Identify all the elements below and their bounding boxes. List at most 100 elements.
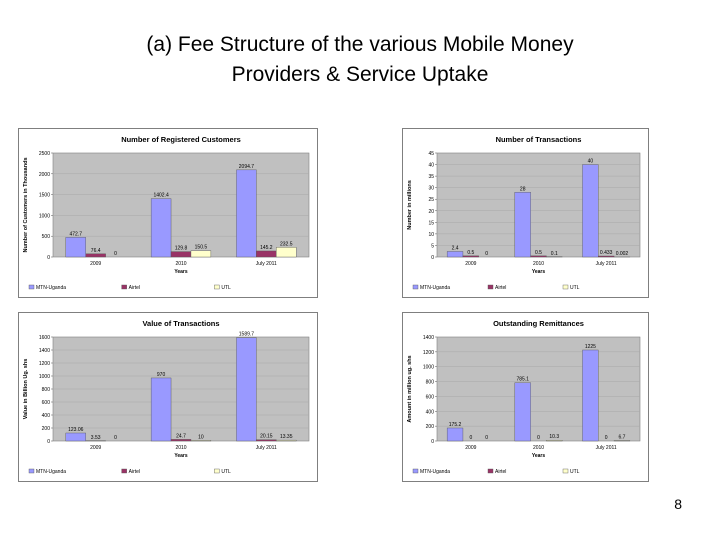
x-axis-label: Years xyxy=(532,453,546,459)
bar-airtel xyxy=(170,439,192,442)
slide-title: (a) Fee Structure of the various Mobile … xyxy=(0,30,720,90)
y-tick-label: 1600 xyxy=(39,335,50,341)
data-label: 145.2 xyxy=(260,245,273,251)
y-tick-label: 40 xyxy=(428,163,434,169)
y-tick-label: 1000 xyxy=(39,213,50,219)
y-tick-label: 0 xyxy=(47,255,50,261)
plot-area xyxy=(52,152,310,258)
data-label: 0.5 xyxy=(467,250,474,256)
bar-mtn-uganda xyxy=(446,427,464,442)
y-tick-label: 45 xyxy=(428,151,434,157)
legend-swatch xyxy=(28,284,35,290)
legend-entry: UTL xyxy=(570,469,580,475)
slide-title-line-2: Providers & Service Uptake xyxy=(231,63,489,86)
bar-airtel xyxy=(530,255,547,258)
data-label: 24.7 xyxy=(176,433,186,439)
data-label: 13.35 xyxy=(280,434,293,440)
x-axis-label: Years xyxy=(174,269,188,275)
data-label: 175.2 xyxy=(449,422,462,428)
y-tick-label: 25 xyxy=(428,197,434,203)
chart-panel-outstanding-remittances: Outstanding Remittances 0 200 400 600 800 1000… xyxy=(402,312,649,482)
y-tick-label: 1400 xyxy=(39,348,50,354)
data-label: 150.5 xyxy=(195,245,208,251)
y-tick-label: 400 xyxy=(42,413,51,419)
legend-entry: Airtel xyxy=(129,285,140,291)
plot-area xyxy=(436,336,641,442)
y-tick-label: 1500 xyxy=(39,193,50,199)
x-tick-label: 2010 xyxy=(175,261,186,267)
slide-title-line-1: (a) Fee Structure of the various Mobile … xyxy=(146,33,574,56)
x-tick-label: 2009 xyxy=(90,261,101,267)
x-axis-label: Years xyxy=(532,269,546,275)
legend-swatch xyxy=(214,284,220,290)
y-tick-label: 30 xyxy=(428,186,434,192)
data-label: 472.7 xyxy=(69,231,82,237)
chart-value-of-transactions: Value of Transactions 0 200 400 600 800 1000 12… xyxy=(23,319,310,475)
chart-title: Outstanding Remittances xyxy=(493,319,584,328)
data-label: 0 xyxy=(114,251,117,257)
chart-registered-customers: Number of Registered Customers 0 500 1000 15… xyxy=(23,135,310,291)
legend-entry: UTL xyxy=(221,285,231,291)
y-tick-label: 20 xyxy=(428,209,434,215)
data-label: 0 xyxy=(469,435,472,441)
y-tick-label: 1000 xyxy=(423,365,434,371)
legend-entry: UTL xyxy=(221,469,231,475)
data-label: 123.06 xyxy=(68,427,84,433)
data-label: 0.5 xyxy=(535,250,542,256)
x-tick-label: July 2011 xyxy=(596,445,617,451)
bar-airtel xyxy=(170,251,192,258)
chart-title: Value of Transactions xyxy=(142,319,219,328)
y-tick-label: 1200 xyxy=(423,350,434,356)
legend-entry: Airtel xyxy=(495,469,506,475)
bar-airtel xyxy=(256,250,277,258)
x-tick-label: July 2011 xyxy=(256,445,277,451)
bar-utl xyxy=(190,250,212,258)
legend-swatch xyxy=(487,284,494,290)
bar-mtn-uganda xyxy=(514,382,531,442)
bar-airtel xyxy=(462,255,479,258)
chart-panel-number-of-transactions: Number of Transactions 0 5 10 15 20 25 30 35 40 45… xyxy=(402,128,649,298)
legend-entry: Airtel xyxy=(129,469,140,475)
data-label: 28 xyxy=(520,186,526,192)
legend-swatch xyxy=(121,468,127,474)
bar-mtn-uganda xyxy=(446,251,464,258)
y-tick-label: 10 xyxy=(428,232,434,238)
data-label: 0.1 xyxy=(551,251,558,257)
data-label: 0 xyxy=(114,435,117,441)
legend-swatch xyxy=(214,468,220,474)
legend-entry: MTN-Uganda xyxy=(36,469,66,475)
data-label: 232.5 xyxy=(280,241,293,247)
data-label: 0 xyxy=(485,251,488,257)
y-tick-label: 1400 xyxy=(423,335,434,341)
data-label: 785.1 xyxy=(516,377,529,383)
bar-mtn-uganda xyxy=(65,237,86,258)
x-axis-label: Years xyxy=(174,453,188,459)
data-label: 2.4 xyxy=(452,245,459,251)
x-tick-label: July 2011 xyxy=(596,261,617,267)
data-label: 1402.4 xyxy=(153,193,169,199)
chart-outstanding-remittances: Outstanding Remittances 0 200 400 600 800 1000… xyxy=(407,319,641,475)
y-tick-label: 200 xyxy=(42,426,51,432)
legend-entry: MTN-Uganda xyxy=(36,285,66,291)
y-tick-label: 2000 xyxy=(39,172,50,178)
data-label: 129.8 xyxy=(175,246,188,252)
data-label: 10.3 xyxy=(549,434,559,440)
bar-mtn-uganda xyxy=(65,432,86,442)
bar-utl xyxy=(276,247,297,258)
chart-title: Number of Transactions xyxy=(496,135,582,144)
y-tick-label: 400 xyxy=(426,409,435,415)
bar-mtn-uganda xyxy=(582,349,599,442)
y-tick-label: 200 xyxy=(426,424,435,430)
bar-mtn-uganda xyxy=(150,198,172,258)
x-tick-label: 2010 xyxy=(533,445,544,451)
y-tick-label: 600 xyxy=(42,400,51,406)
y-axis-label: Number of Customers in Thousands xyxy=(23,157,29,252)
bar-mtn-uganda xyxy=(236,337,257,442)
y-tick-label: 0 xyxy=(47,439,50,445)
legend-swatch xyxy=(487,468,494,474)
y-axis-label: Amount in million ug. shs xyxy=(407,355,413,422)
bar-mtn-uganda xyxy=(150,377,172,442)
bar-mtn-uganda xyxy=(582,164,599,258)
data-label: 1589.7 xyxy=(239,332,255,338)
bar-utl xyxy=(546,440,563,442)
